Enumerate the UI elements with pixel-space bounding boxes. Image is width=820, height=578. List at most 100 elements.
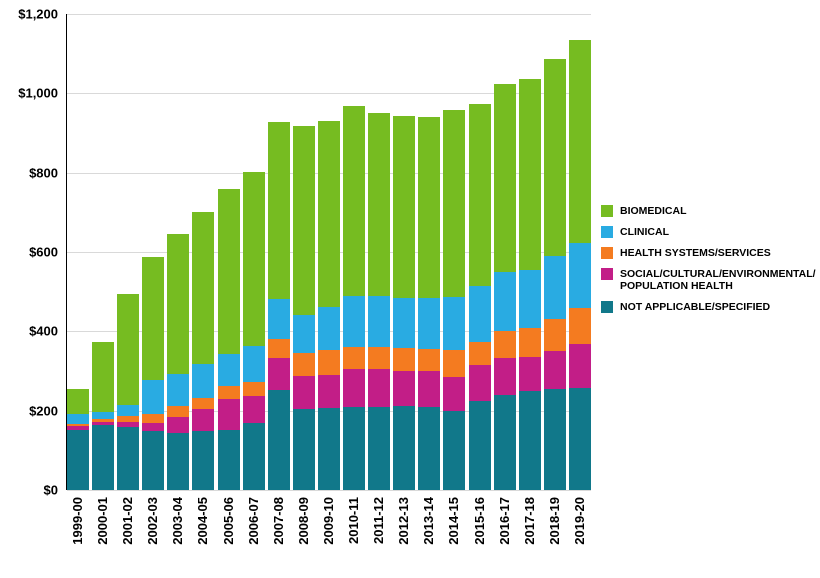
bar-2002-03 xyxy=(142,14,165,490)
bar-segment xyxy=(343,369,366,407)
bar-2016-17 xyxy=(493,14,516,490)
bar-1999-00 xyxy=(67,14,89,490)
bar-segment xyxy=(117,427,140,490)
legend-swatch xyxy=(601,226,613,238)
bar-segment xyxy=(292,375,315,410)
y-axis: $0 $200 $400 $600 $800 $1,000 $1,200 xyxy=(0,7,58,498)
bar-segment xyxy=(217,398,240,430)
bar-segment xyxy=(468,401,491,490)
bar-segment xyxy=(393,406,416,490)
bar-segment xyxy=(267,390,290,490)
bar-segment xyxy=(443,110,466,297)
y-axis-line xyxy=(66,14,67,490)
x-axis-tick-label: 2016-17 xyxy=(496,497,512,545)
bar-segment xyxy=(343,106,366,297)
bar-segment xyxy=(493,331,516,358)
x-axis-tick-label: 2015-16 xyxy=(471,497,487,545)
x-axis-tick-label: 2017-18 xyxy=(521,497,537,545)
legend-swatch xyxy=(601,247,613,259)
bar-segment xyxy=(568,242,591,308)
bar-segment xyxy=(368,369,391,407)
bar-segment xyxy=(317,408,340,490)
legend-item: BIOMEDICAL xyxy=(601,205,816,217)
legend-label: HEALTH SYSTEMS/SERVICES xyxy=(620,247,771,259)
x-axis-tick-label: 2018-19 xyxy=(546,497,562,545)
bar-segment xyxy=(468,104,491,287)
bar-segment xyxy=(67,429,89,490)
y-axis-tick-label: $0 xyxy=(43,482,58,498)
bar-segment xyxy=(317,121,340,307)
bar-2015-16 xyxy=(468,14,491,490)
x-axis-tick-label: 2014-15 xyxy=(446,497,462,545)
x-axis-tick-label: 2005-06 xyxy=(220,497,236,545)
bar-segment xyxy=(167,417,190,434)
legend-swatch xyxy=(601,205,613,217)
bar-segment xyxy=(217,353,240,387)
bar-segment xyxy=(92,411,115,419)
bar-segment xyxy=(292,352,315,376)
bar-2019-20 xyxy=(568,14,591,490)
x-axis-tick-label: 2012-13 xyxy=(396,497,412,545)
bar-segment xyxy=(543,256,566,320)
bar-segment xyxy=(543,59,566,256)
bar-segment xyxy=(493,84,516,272)
bar-segment xyxy=(568,40,591,243)
bar-segment xyxy=(142,380,165,414)
bar-segment xyxy=(67,426,89,430)
bar-segment xyxy=(192,409,215,432)
x-axis-tick-label: 2002-03 xyxy=(145,497,161,545)
bar-segment xyxy=(267,121,290,299)
bar-segment xyxy=(292,409,315,490)
bar-segment xyxy=(167,373,190,407)
bar-segment xyxy=(242,171,265,347)
bar-segment xyxy=(217,429,240,490)
bar-segment xyxy=(117,421,140,428)
bar-2011-12 xyxy=(368,14,391,490)
bar-segment xyxy=(568,344,591,389)
legend-item: HEALTH SYSTEMS/SERVICES xyxy=(601,247,816,259)
bar-segment xyxy=(92,425,115,490)
bar-segment xyxy=(192,211,215,364)
bar-2009-10 xyxy=(317,14,340,490)
bar-segment xyxy=(468,286,491,342)
bar-segment xyxy=(393,297,416,349)
x-axis-tick-label: 2000-01 xyxy=(95,497,111,545)
bar-segment xyxy=(267,338,290,358)
bar-segment xyxy=(242,395,265,424)
y-axis-tick-label: $1,000 xyxy=(18,85,58,101)
y-axis-tick-label: $200 xyxy=(29,403,58,419)
bar-segment xyxy=(343,347,366,370)
bar-2008-09 xyxy=(292,14,315,490)
bar-segment xyxy=(142,422,165,432)
legend-item: CLINICAL xyxy=(601,226,816,238)
x-axis-tick-label: 2004-05 xyxy=(195,497,211,545)
x-axis-tick-label: 2007-08 xyxy=(270,497,286,545)
y-axis-tick-label: $400 xyxy=(29,323,58,339)
gridline xyxy=(67,14,591,15)
y-axis-tick-label: $600 xyxy=(29,244,58,260)
bar-2005-06 xyxy=(217,14,240,490)
bar-2013-14 xyxy=(418,14,441,490)
x-axis-tick-label: 2008-09 xyxy=(295,497,311,545)
legend-label: CLINICAL xyxy=(620,226,669,238)
bar-segment xyxy=(167,234,190,374)
bar-segment xyxy=(142,413,165,423)
x-axis-tick-label: 2003-04 xyxy=(170,497,186,545)
bar-segment xyxy=(317,350,340,375)
bar-segment xyxy=(393,115,416,298)
bar-segment xyxy=(393,371,416,407)
bar-segment xyxy=(368,113,391,296)
bar-segment xyxy=(192,363,215,398)
bar-segment xyxy=(418,117,441,299)
x-axis-tick-label: 2001-02 xyxy=(120,497,136,545)
bar-segment xyxy=(543,319,566,352)
x-axis-tick-label: 2019-20 xyxy=(571,497,587,545)
bar-segment xyxy=(418,349,441,372)
bar-2010-11 xyxy=(343,14,366,490)
bar-segment xyxy=(518,327,541,358)
bar-segment xyxy=(443,350,466,377)
bar-segment xyxy=(468,365,491,402)
bar-segment xyxy=(368,406,391,490)
bar-segment xyxy=(292,125,315,316)
bar-segment xyxy=(292,315,315,353)
